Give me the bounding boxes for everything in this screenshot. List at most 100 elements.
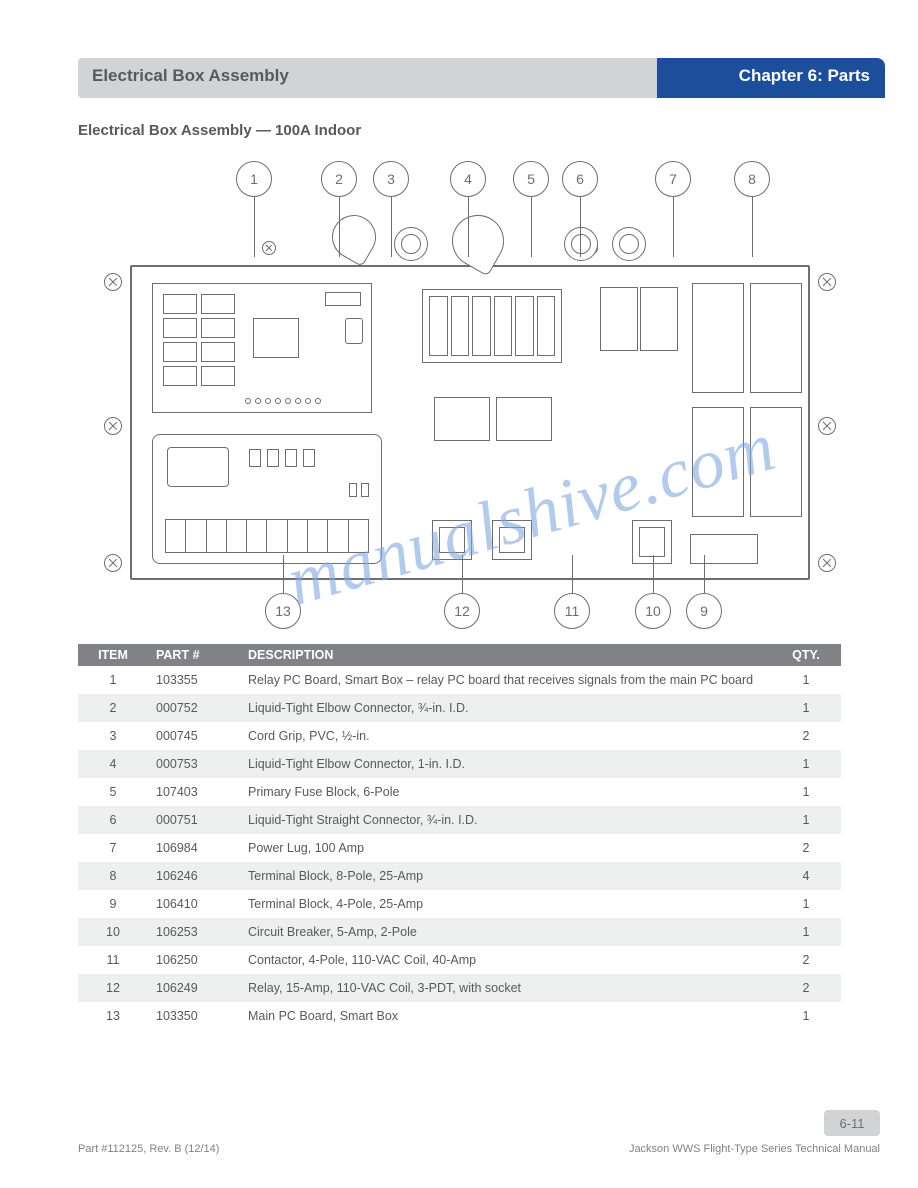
elbow-connector-large-icon [442, 205, 513, 276]
col-qty: QTY. [771, 644, 841, 666]
leader-line [752, 197, 753, 257]
terminal-block-8p [692, 283, 744, 393]
table-row: 2000752Liquid-Tight Elbow Connector, ¾-i… [78, 694, 841, 722]
callout-circle: 10 [635, 593, 671, 629]
table-cell: 1 [771, 890, 841, 918]
main-pc-board [152, 434, 382, 564]
table-cell: 8 [78, 862, 148, 890]
table-cell: Circuit Breaker, 5-Amp, 2-Pole [240, 918, 771, 946]
table-cell: 000753 [148, 750, 240, 778]
table-cell: 000752 [148, 694, 240, 722]
footer-left: Part #112125, Rev. B (12/14) [78, 1143, 219, 1155]
screw-icon [104, 417, 122, 435]
callout-circle: 2 [321, 161, 357, 197]
table-row: 13103350Main PC Board, Smart Box1 [78, 1002, 841, 1030]
leader-line [673, 197, 674, 257]
callout-circle: 12 [444, 593, 480, 629]
table-cell: Main PC Board, Smart Box [240, 1002, 771, 1030]
table-cell: 6 [78, 806, 148, 834]
col-item: ITEM [78, 644, 148, 666]
footer-right: Jackson WWS Flight-Type Series Technical… [629, 1143, 880, 1155]
leader-line [468, 197, 469, 257]
leader-line [572, 555, 573, 593]
table-row: 3000745Cord Grip, PVC, ½-in.2 [78, 722, 841, 750]
table-cell: 1 [771, 918, 841, 946]
callout-circle: 7 [655, 161, 691, 197]
terminal-block-8p [750, 407, 802, 517]
table-cell: 2 [78, 694, 148, 722]
terminal-block-8p [750, 283, 802, 393]
table-row: 9106410Terminal Block, 4-Pole, 25-Amp1 [78, 890, 841, 918]
leader-line [704, 555, 705, 593]
table-cell: 2 [771, 834, 841, 862]
table-cell: 000751 [148, 806, 240, 834]
table-row: 12106249Relay, 15-Amp, 110-VAC Coil, 3-P… [78, 974, 841, 1002]
table-row: 5107403Primary Fuse Block, 6-Pole1 [78, 778, 841, 806]
table-cell: 106984 [148, 834, 240, 862]
table-cell: 106253 [148, 918, 240, 946]
table-cell: Relay, 15-Amp, 110-VAC Coil, 3-PDT, with… [240, 974, 771, 1002]
screw-icon [262, 241, 276, 255]
table-cell: 4 [78, 750, 148, 778]
callout-circle: 11 [554, 593, 590, 629]
leader-line [391, 197, 392, 257]
callout-circle: 8 [734, 161, 770, 197]
table-cell: 106246 [148, 862, 240, 890]
table-header-row: ITEM PART # DESCRIPTION QTY. [78, 644, 841, 666]
table-cell: 103355 [148, 666, 240, 694]
callout-circle: 4 [450, 161, 486, 197]
screw-icon [818, 417, 836, 435]
table-cell: Relay PC Board, Smart Box – relay PC boa… [240, 666, 771, 694]
table-cell: 000745 [148, 722, 240, 750]
screw-icon [104, 554, 122, 572]
table-cell: Liquid-Tight Elbow Connector, ¾-in. I.D. [240, 694, 771, 722]
table-cell: 12 [78, 974, 148, 1002]
section-subtitle: Electrical Box Assembly — 100A Indoor [78, 122, 361, 139]
cord-grip-icon [394, 227, 428, 261]
enclosure-outline [130, 265, 810, 580]
contactor [496, 397, 552, 441]
screw-icon [818, 554, 836, 572]
contactor [434, 397, 490, 441]
table-row: 10106253Circuit Breaker, 5-Amp, 2-Pole1 [78, 918, 841, 946]
table-cell: 107403 [148, 778, 240, 806]
leader-line [339, 197, 340, 257]
table-cell: Power Lug, 100 Amp [240, 834, 771, 862]
table-row: 8106246Terminal Block, 8-Pole, 25-Amp4 [78, 862, 841, 890]
terminal-block-4p [690, 534, 758, 564]
table-cell: 1 [771, 1002, 841, 1030]
leader-line [580, 197, 581, 257]
power-lug [640, 287, 678, 351]
leader-line [653, 555, 654, 593]
callout-circle: 13 [265, 593, 301, 629]
page-number: 6-11 [824, 1110, 880, 1136]
table-cell: 10 [78, 918, 148, 946]
table-cell: Primary Fuse Block, 6-Pole [240, 778, 771, 806]
table-cell: Liquid-Tight Straight Connector, ¾-in. I… [240, 806, 771, 834]
callout-circle: 6 [562, 161, 598, 197]
table-cell: 1 [771, 806, 841, 834]
table-cell: 106410 [148, 890, 240, 918]
cord-grip-icon [612, 227, 646, 261]
screw-icon [818, 273, 836, 291]
exploded-diagram: 12345678 131211109 manualshive.com [130, 155, 810, 630]
elbow-connector-icon [324, 207, 384, 267]
table-cell: 106249 [148, 974, 240, 1002]
table-cell: 11 [78, 946, 148, 974]
table-row: 4000753Liquid-Tight Elbow Connector, 1-i… [78, 750, 841, 778]
circuit-breaker [632, 520, 672, 564]
table-cell: 103350 [148, 1002, 240, 1030]
table-cell: 2 [771, 722, 841, 750]
table-cell: 2 [771, 946, 841, 974]
table-cell: 7 [78, 834, 148, 862]
table-cell: Cord Grip, PVC, ½-in. [240, 722, 771, 750]
table-cell: 2 [771, 974, 841, 1002]
relay [492, 520, 532, 560]
table-cell: Terminal Block, 4-Pole, 25-Amp [240, 890, 771, 918]
callout-circle: 9 [686, 593, 722, 629]
col-part: PART # [148, 644, 240, 666]
table-row: 1103355Relay PC Board, Smart Box – relay… [78, 666, 841, 694]
table-cell: Contactor, 4-Pole, 110-VAC Coil, 40-Amp [240, 946, 771, 974]
fuse-block [422, 289, 562, 363]
table-row: 11106250Contactor, 4-Pole, 110-VAC Coil,… [78, 946, 841, 974]
